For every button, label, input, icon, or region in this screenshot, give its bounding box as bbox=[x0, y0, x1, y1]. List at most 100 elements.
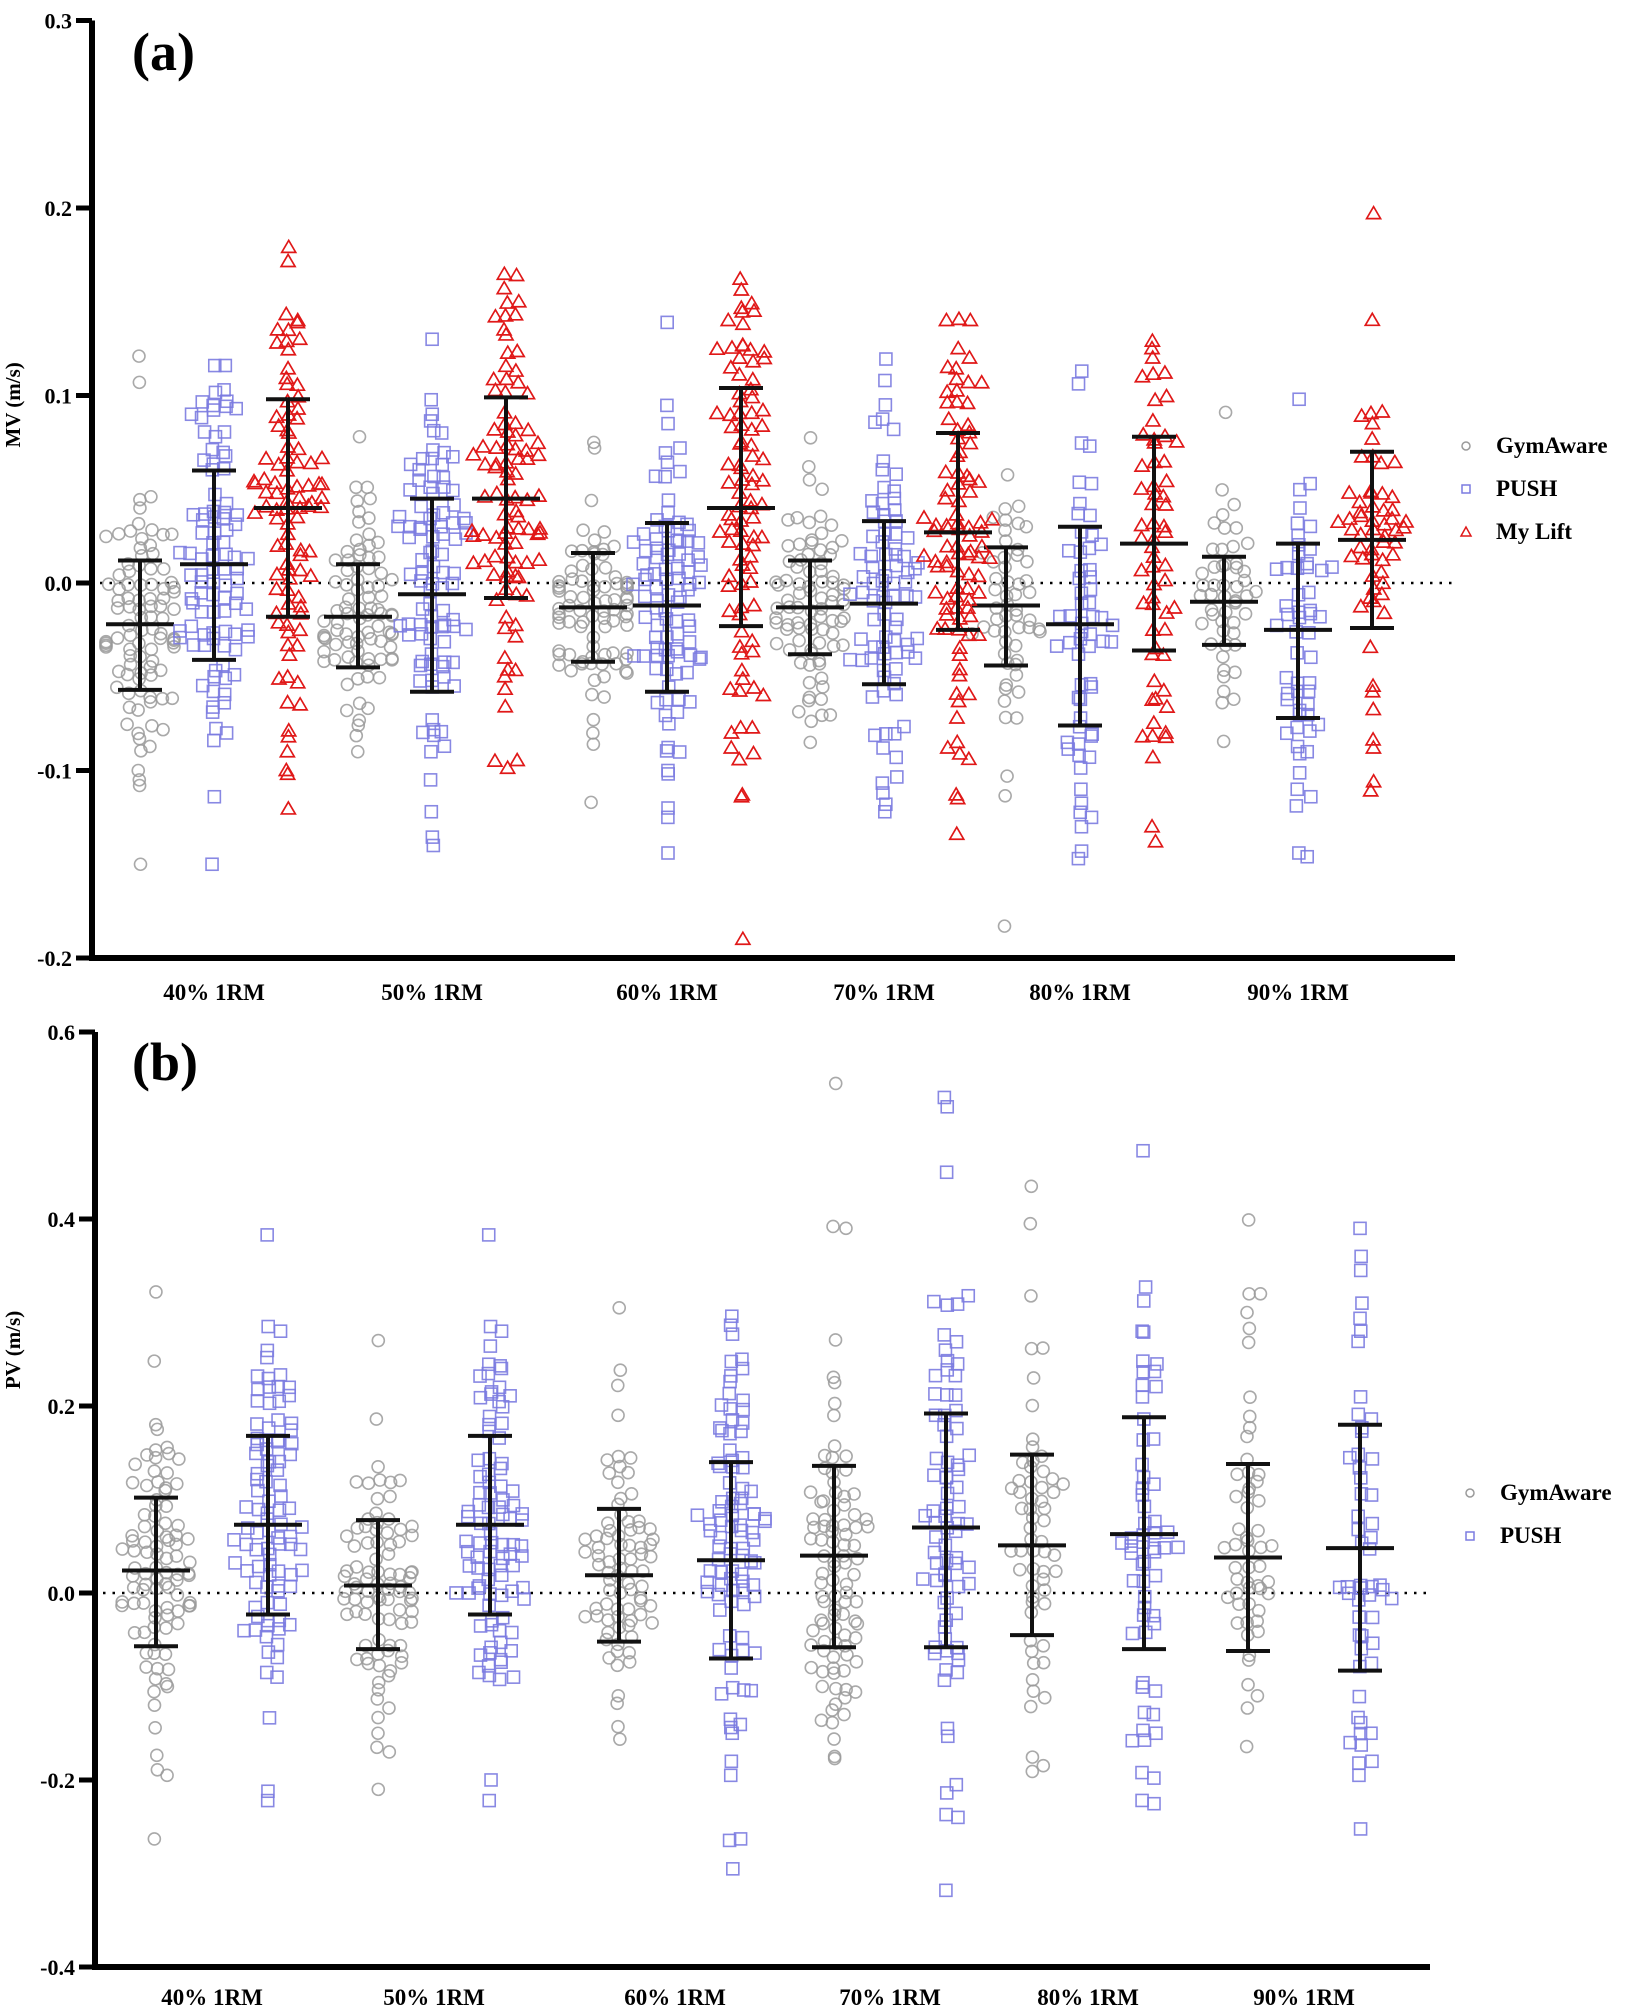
data-point bbox=[1353, 407, 1371, 422]
data-point bbox=[250, 1394, 265, 1408]
data-point bbox=[626, 535, 641, 549]
data-point bbox=[864, 651, 879, 665]
data-point bbox=[950, 310, 968, 326]
data-point bbox=[826, 1650, 841, 1664]
data-point bbox=[143, 538, 158, 553]
data-point bbox=[960, 1517, 974, 1531]
data-point bbox=[1165, 599, 1183, 614]
data-point bbox=[970, 626, 988, 641]
data-point bbox=[758, 1511, 772, 1526]
data-point bbox=[1351, 503, 1369, 519]
data-point bbox=[498, 370, 516, 386]
data-point bbox=[1084, 729, 1099, 743]
data-point bbox=[928, 1387, 942, 1401]
data-point bbox=[951, 646, 969, 661]
data-point bbox=[259, 1629, 274, 1644]
data-point bbox=[128, 1457, 142, 1472]
data-point bbox=[814, 1533, 829, 1547]
data-point bbox=[722, 1386, 737, 1401]
data-point bbox=[393, 1638, 408, 1653]
data-point bbox=[887, 726, 902, 741]
data-point bbox=[589, 1601, 603, 1616]
data-point bbox=[949, 1777, 964, 1792]
data-point bbox=[205, 857, 219, 872]
data-point bbox=[587, 673, 602, 688]
data-point bbox=[508, 266, 526, 282]
data-point bbox=[1228, 665, 1242, 680]
data-point bbox=[241, 1521, 255, 1535]
data-point bbox=[603, 1523, 617, 1538]
data-point bbox=[1251, 1624, 1265, 1639]
data-point bbox=[507, 553, 525, 569]
data-point bbox=[721, 680, 739, 696]
data-point bbox=[725, 1413, 740, 1427]
data-point bbox=[349, 728, 364, 743]
data-point bbox=[927, 1468, 941, 1483]
data-point bbox=[1218, 405, 1233, 420]
data-point bbox=[744, 744, 762, 760]
data-point bbox=[1024, 1179, 1039, 1194]
data-point bbox=[1364, 731, 1382, 746]
data-point bbox=[632, 1514, 646, 1528]
data-point bbox=[1207, 516, 1222, 530]
data-point bbox=[886, 422, 901, 437]
data-point bbox=[1144, 365, 1162, 381]
data-point bbox=[638, 543, 653, 558]
data-point bbox=[1362, 782, 1380, 797]
data-point bbox=[391, 519, 405, 534]
data-point bbox=[272, 1503, 287, 1518]
data-point bbox=[145, 523, 159, 537]
data-point bbox=[901, 565, 915, 580]
data-point bbox=[1136, 1143, 1150, 1158]
data-point bbox=[133, 541, 148, 555]
data-point bbox=[692, 652, 707, 666]
data-point bbox=[951, 745, 969, 760]
data-point bbox=[754, 450, 772, 466]
data-point bbox=[434, 426, 449, 440]
data-point bbox=[154, 626, 168, 641]
data-point bbox=[817, 1448, 832, 1463]
data-point bbox=[792, 586, 807, 601]
data-point bbox=[371, 1782, 386, 1797]
data-point bbox=[658, 446, 673, 460]
data-point bbox=[1071, 377, 1086, 391]
data-point bbox=[1365, 1452, 1380, 1466]
data-point bbox=[487, 529, 505, 544]
data-point bbox=[509, 374, 527, 389]
data-point bbox=[1292, 392, 1306, 407]
data-point bbox=[915, 509, 933, 524]
data-point bbox=[662, 716, 676, 731]
data-point bbox=[661, 767, 675, 781]
data-point bbox=[649, 580, 664, 594]
data-point bbox=[268, 334, 286, 349]
data-point bbox=[1383, 510, 1401, 525]
data-point bbox=[270, 1650, 285, 1665]
data-point bbox=[183, 1555, 197, 1570]
data-point bbox=[1250, 1474, 1264, 1489]
data-point bbox=[464, 446, 482, 461]
data-point bbox=[227, 667, 242, 682]
data-point bbox=[383, 1489, 397, 1504]
data-point bbox=[494, 1324, 509, 1338]
data-point bbox=[1364, 1488, 1379, 1502]
data-point bbox=[814, 671, 829, 686]
data-point bbox=[299, 497, 317, 513]
data-point bbox=[160, 1440, 174, 1455]
data-point bbox=[195, 513, 210, 527]
data-point bbox=[219, 726, 234, 740]
data-point bbox=[380, 1525, 395, 1540]
data-point bbox=[1232, 1522, 1246, 1536]
data-point bbox=[1135, 1390, 1150, 1404]
data-point bbox=[370, 1692, 385, 1706]
data-point bbox=[262, 1380, 277, 1394]
data-point bbox=[610, 1696, 624, 1711]
series-gymaware bbox=[99, 349, 1263, 933]
data-point bbox=[1304, 789, 1318, 804]
data-point bbox=[595, 657, 609, 671]
data-point bbox=[1019, 574, 1034, 588]
data-point bbox=[648, 469, 663, 484]
data-point bbox=[506, 1498, 521, 1513]
data-point bbox=[144, 599, 158, 614]
data-point bbox=[147, 1464, 162, 1479]
data-point bbox=[938, 394, 956, 409]
